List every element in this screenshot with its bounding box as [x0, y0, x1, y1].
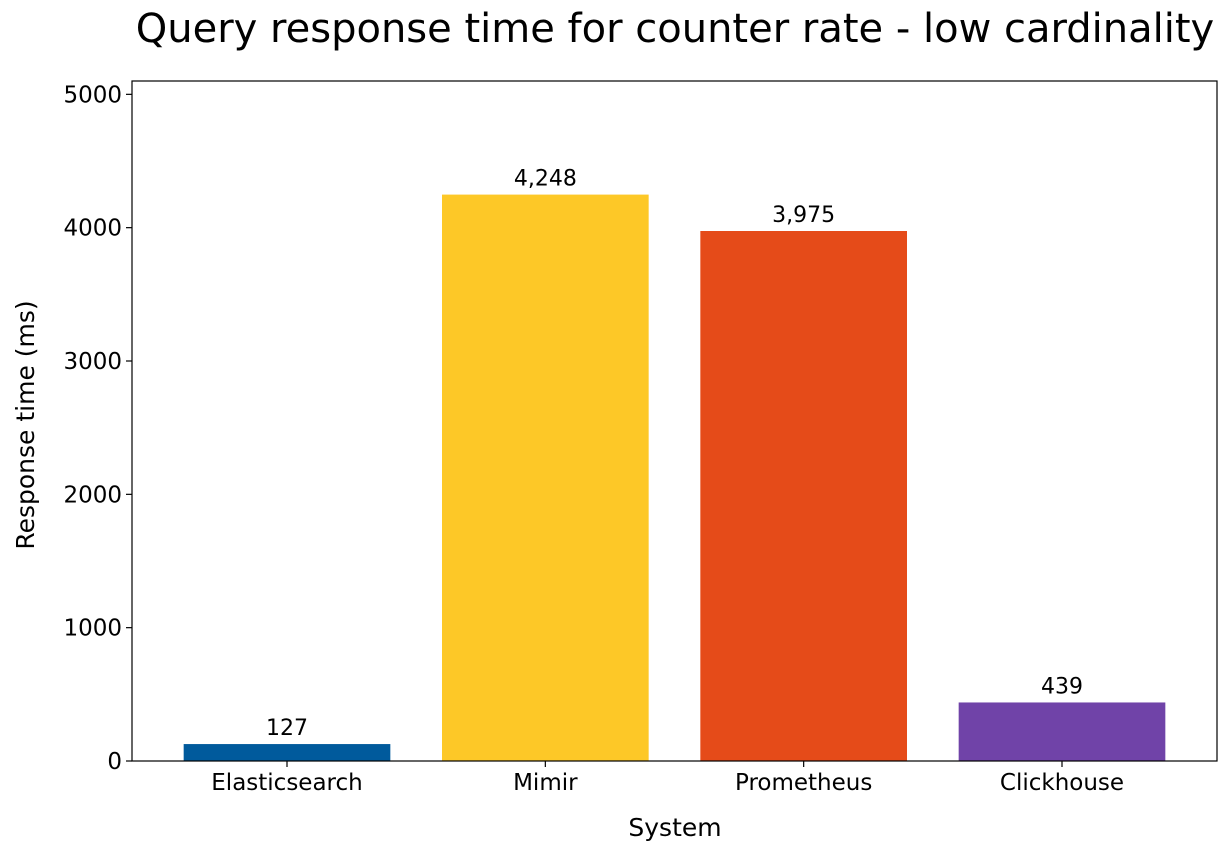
bar-prometheus: [700, 231, 907, 761]
y-axis-ticks: 0 1000 2000 3000 4000 5000: [63, 82, 132, 775]
x-axis-label: System: [628, 813, 721, 842]
x-tick-label: Elasticsearch: [211, 770, 362, 796]
y-tick-label: 3000: [63, 349, 122, 375]
chart-title: Query response time for counter rate - l…: [136, 6, 1214, 52]
y-tick-label: 5000: [63, 82, 122, 108]
x-tick-label: Prometheus: [735, 770, 872, 796]
x-tick-label: Mimir: [513, 770, 578, 796]
bar-value-label: 439: [1041, 674, 1083, 699]
bar-value-label: 127: [266, 716, 308, 741]
x-axis-ticks: Elasticsearch Mimir Prometheus Clickhouse: [211, 761, 1124, 796]
plot-frame: [131, 80, 1218, 762]
x-tick-label: Clickhouse: [1000, 770, 1124, 796]
y-tick-label: 0: [107, 749, 122, 775]
y-axis-label: Response time (ms): [11, 300, 40, 549]
y-tick-label: 1000: [63, 616, 122, 642]
y-tick-label: 2000: [63, 482, 122, 508]
bars-layer: [183, 194, 1166, 762]
bar-labels-layer: 127 4,248 3,975 439: [266, 167, 1083, 741]
bar-elasticsearch: [183, 744, 391, 761]
bar-value-label: 4,248: [514, 167, 577, 192]
bar-value-label: 3,975: [772, 203, 835, 228]
y-tick-label: 4000: [63, 216, 122, 242]
bar-mimir: [442, 194, 649, 762]
bar-clickhouse: [958, 702, 1166, 761]
